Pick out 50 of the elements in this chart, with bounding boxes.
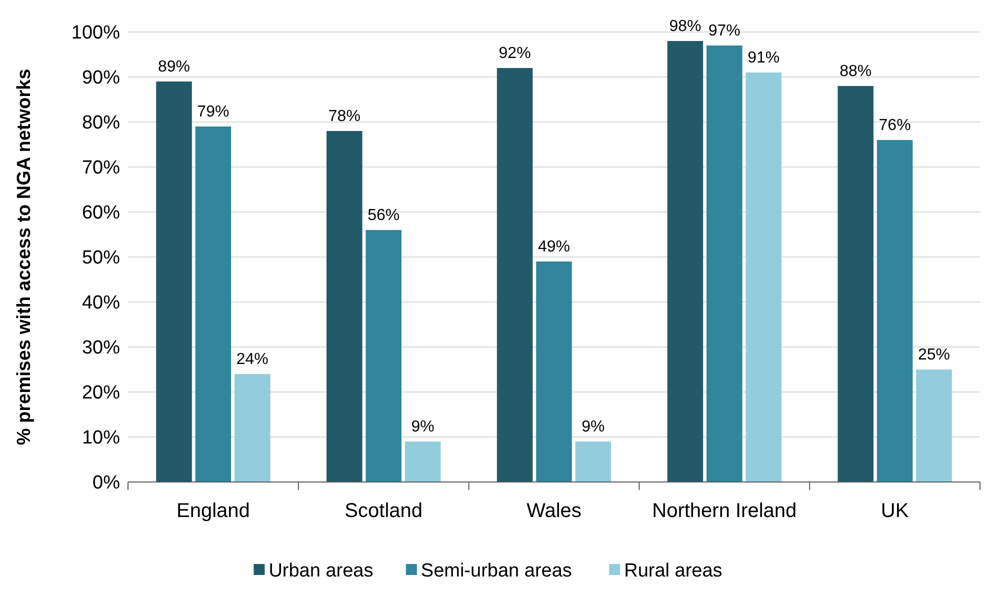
bar bbox=[156, 82, 192, 482]
y-tick-label: 50% bbox=[82, 248, 120, 269]
bar bbox=[366, 230, 402, 482]
bar bbox=[706, 46, 742, 482]
bar bbox=[234, 374, 270, 482]
bar bbox=[536, 262, 572, 482]
data-label: 78% bbox=[328, 108, 360, 125]
y-tick-label: 80% bbox=[82, 112, 120, 134]
y-tick-label: 40% bbox=[82, 292, 120, 314]
y-tick-label: 0% bbox=[92, 472, 120, 494]
data-label: 91% bbox=[748, 50, 780, 66]
data-label: 56% bbox=[368, 207, 400, 224]
y-tick-label: 70% bbox=[82, 158, 120, 179]
y-axis-title: % premises with access to NGA networks bbox=[14, 68, 35, 446]
legend-label: Rural areas bbox=[624, 560, 722, 582]
data-label: 92% bbox=[498, 45, 531, 62]
data-label: 49% bbox=[538, 238, 570, 256]
legend-label: Urban areas bbox=[268, 560, 374, 582]
bar bbox=[916, 370, 952, 482]
x-tick-label: Wales bbox=[526, 500, 582, 522]
data-label: 24% bbox=[236, 351, 268, 368]
y-tick-label: 20% bbox=[82, 382, 120, 404]
data-label: 88% bbox=[840, 63, 872, 80]
bar bbox=[876, 140, 913, 482]
y-tick-label: 60% bbox=[82, 202, 120, 224]
x-tick-label: Northern Ireland bbox=[652, 500, 797, 522]
data-label: 9% bbox=[582, 418, 605, 436]
bar bbox=[575, 442, 612, 482]
bar bbox=[326, 131, 362, 482]
bar bbox=[746, 72, 782, 482]
data-label: 97% bbox=[708, 22, 740, 40]
bar bbox=[496, 68, 533, 482]
data-label: 25% bbox=[918, 346, 950, 364]
x-tick-label: Scotland bbox=[344, 500, 423, 522]
bar bbox=[667, 41, 704, 482]
x-tick-label: England bbox=[176, 500, 250, 522]
data-label: 76% bbox=[878, 117, 911, 134]
y-tick-label: 30% bbox=[82, 338, 120, 359]
data-label: 79% bbox=[197, 104, 230, 120]
data-label: 89% bbox=[158, 58, 190, 76]
y-tick-label: 90% bbox=[82, 68, 120, 89]
bar bbox=[195, 126, 232, 482]
x-tick-label: UK bbox=[880, 500, 910, 522]
y-tick-label: 100% bbox=[71, 22, 120, 44]
data-label: 9% bbox=[411, 418, 434, 436]
y-tick-label: 10% bbox=[82, 428, 120, 449]
bar bbox=[404, 442, 441, 482]
bar bbox=[838, 86, 874, 482]
data-label: 98% bbox=[669, 18, 702, 35]
legend-label: Semi-urban areas bbox=[420, 560, 572, 582]
